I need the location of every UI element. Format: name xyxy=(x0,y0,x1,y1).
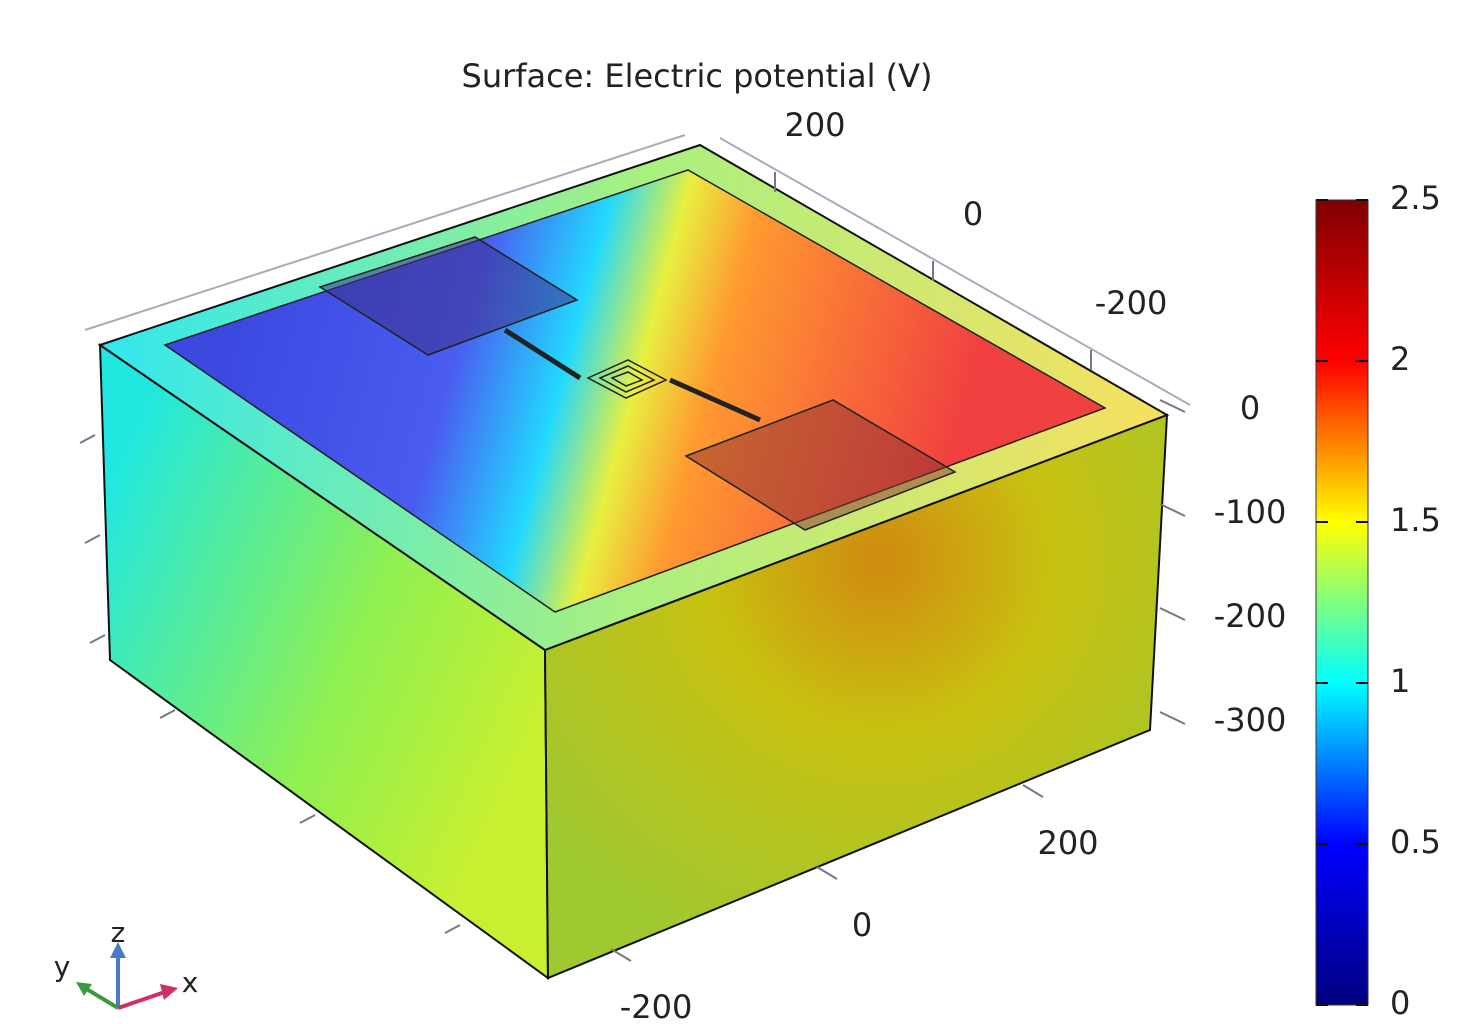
colorbar-tick-label: 2 xyxy=(1390,340,1410,378)
triad-x xyxy=(160,984,178,1000)
z-tick-label: -200 xyxy=(1214,597,1287,635)
chart-title: Surface: Electric potential (V) xyxy=(462,57,933,95)
triad-label: z xyxy=(111,916,126,949)
z-tick xyxy=(1160,400,1185,412)
colorbar-tick-label: 2.5 xyxy=(1390,179,1441,217)
colorbar-tick-label: 0.5 xyxy=(1390,823,1441,861)
z-tick xyxy=(1160,712,1185,724)
edge-tick xyxy=(160,710,175,718)
edge-tick xyxy=(80,435,95,443)
triad-x xyxy=(118,992,165,1008)
colorbar-tick-label: 1 xyxy=(1390,662,1410,700)
y-tick-label: 0 xyxy=(963,195,983,233)
x-tick-label: 0 xyxy=(852,906,872,944)
edge-tick xyxy=(300,815,315,823)
edge-tick xyxy=(85,535,100,543)
triad-y xyxy=(85,988,118,1008)
y-tick-label: -200 xyxy=(1095,284,1168,322)
triad-label: x xyxy=(182,966,199,999)
edge-tick xyxy=(445,925,460,933)
x-tick-label: 200 xyxy=(1037,824,1098,862)
edge-tick xyxy=(90,635,105,643)
y-tick-label: 200 xyxy=(784,106,845,144)
x-tick xyxy=(611,949,631,961)
z-tick-label: -100 xyxy=(1214,493,1287,531)
z-tick xyxy=(1160,504,1185,516)
chart: Surface: Electric potential (V) z x y 0 0… xyxy=(0,0,1475,1024)
x-tick xyxy=(817,867,837,879)
x-tick-label: -200 xyxy=(620,988,693,1024)
colorbar-tick-label: 0 xyxy=(1390,984,1410,1022)
colorbar-tick-label: 1.5 xyxy=(1390,501,1441,539)
z-tick-label: -300 xyxy=(1214,701,1287,739)
page: Surface: Electric potential (V) z x y 0 0… xyxy=(0,0,1475,1024)
z-tick xyxy=(1160,608,1185,620)
x-tick xyxy=(1023,785,1043,797)
colorbar xyxy=(1316,200,1368,1005)
z-tick-label: 0 xyxy=(1240,389,1260,427)
triad-label: y xyxy=(54,950,71,983)
